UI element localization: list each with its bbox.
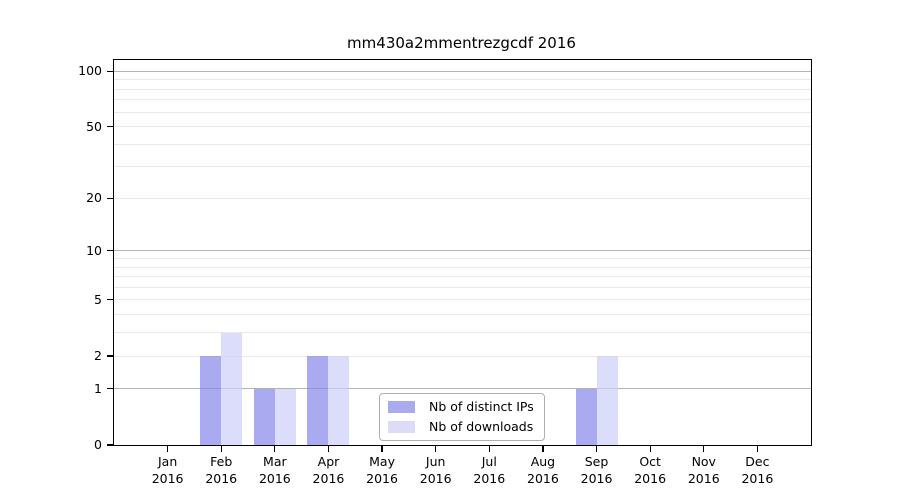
bar-mar-downloads [274,388,296,445]
gridline-minor-50 [114,126,811,128]
gridline-minor-9 [114,258,811,259]
bar-apr-downloads [328,356,350,445]
y-tick-1 [107,388,113,390]
gridline-major-1 [114,388,811,390]
y-tick-100 [107,70,113,72]
x-tick-label-may: May 2016 [366,454,398,486]
x-tick-apr [327,446,330,452]
gridline-minor-8 [114,266,811,268]
bar-feb-downloads [221,332,243,445]
x-tick-aug [542,446,544,452]
plot-area: Nb of distinct IPs Nb of downloads 0 1 2 5 1… [78,59,812,486]
gridline-major-100 [114,70,811,72]
y-tick-label-0: 0 [94,437,102,452]
gridline-minor-20 [114,197,811,199]
y-tick-label-10: 10 [86,242,102,258]
y-tick-label-20: 20 [86,190,102,206]
x-tick-jun [435,446,437,452]
y-tick-label-5: 5 [94,291,102,307]
legend-swatch-downloads [388,420,415,433]
x-tick-jul [488,446,490,452]
x-tick-nov [703,446,705,452]
gridline-minor-70 [114,99,811,101]
y-tick-label-2: 2 [94,348,102,364]
x-tick-label-jun: Jun 2016 [419,454,452,486]
x-tick-label-aug: Aug 2016 [527,454,559,486]
chart-title: mm430a2mmentrezgcdf 2016 [347,34,576,52]
x-tick-mar [274,446,276,452]
x-tick-label-jan: Jan 2016 [151,454,184,486]
bar-sep-distinct-ips [575,388,597,445]
y-tick-50 [107,125,113,128]
y-tick-20 [107,197,113,199]
x-tick-oct [649,446,651,452]
gridline-minor-60 [114,111,811,113]
x-tick-may [381,446,383,452]
gridline-minor-7 [114,276,811,278]
legend: Nb of distinct IPs Nb of downloads [379,393,545,441]
gridline-minor-3 [114,332,811,334]
x-tick-label-jul: Jul 2016 [473,454,506,486]
gridline-minor-5 [114,299,811,301]
gridline-minor-2 [114,355,811,357]
legend-entry-downloads: Nb of downloads [388,419,534,434]
gridline-minor-90 [114,79,811,81]
gridline-minor-80 [114,88,811,90]
x-tick-label-dec: Dec 2016 [741,454,774,486]
gridline-minor-6 [114,286,811,288]
legend-label-downloads: Nb of downloads [429,419,534,434]
gridline-minor-30 [114,166,811,168]
bar-apr-distinct-ips [307,356,329,445]
bar-feb-distinct-ips [200,356,222,445]
y-tick-10 [107,250,113,252]
gridline-major-10 [114,250,811,252]
legend-swatch-distinct-ips [388,400,415,413]
x-tick-label-nov: Nov 2016 [687,454,720,486]
x-tick-label-oct: Oct 2016 [634,454,667,486]
y-tick-2 [107,355,113,357]
y-tick-label-1: 1 [94,380,102,396]
x-tick-sep [595,446,598,452]
x-tick-label-feb: Feb 2016 [205,454,238,486]
x-tick-label-mar: Mar 2016 [258,454,291,486]
y-tick-5 [107,299,113,301]
y-tick-label-50: 50 [86,118,102,134]
x-tick-dec [756,446,758,452]
y-tick-label-100: 100 [78,63,102,79]
x-tick-label-apr: Apr 2016 [312,454,345,486]
y-tick-0 [107,444,113,446]
bar-mar-distinct-ips [253,388,275,445]
x-tick-feb [220,446,222,452]
legend-label-distinct-ips: Nb of distinct IPs [429,399,534,414]
legend-entry-distinct-ips: Nb of distinct IPs [388,399,534,414]
gridline-minor-40 [114,143,811,145]
x-tick-label-sep: Sep 2016 [580,454,613,486]
x-tick-jan [167,446,169,452]
bar-sep-downloads [596,356,618,445]
gridline-minor-4 [114,314,811,316]
